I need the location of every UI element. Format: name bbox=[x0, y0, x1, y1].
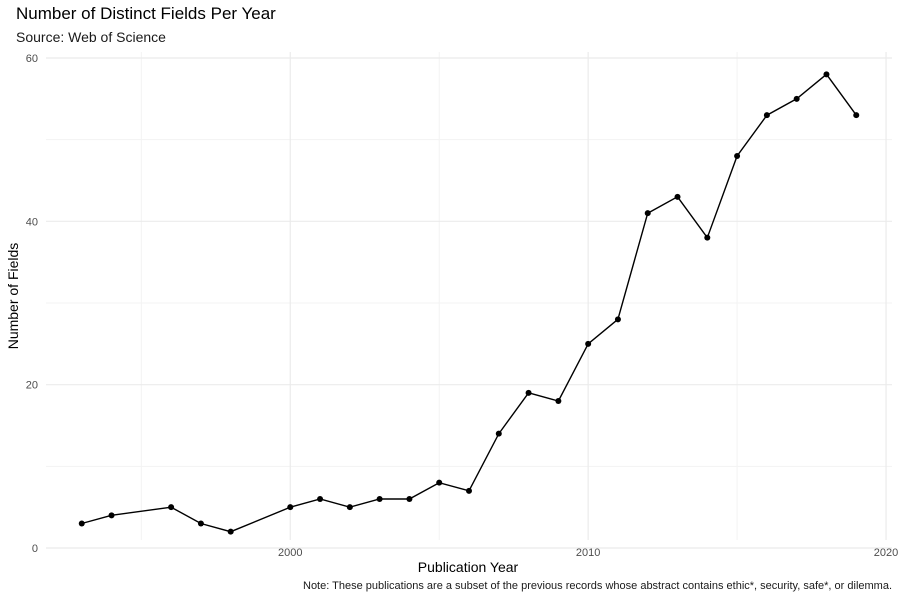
data-point bbox=[763, 112, 770, 119]
x-tick-label: 2020 bbox=[874, 547, 898, 559]
data-point bbox=[287, 504, 294, 511]
data-point bbox=[614, 316, 621, 323]
y-tick-label: 60 bbox=[26, 53, 38, 65]
y-tick-label: 0 bbox=[32, 543, 38, 555]
data-point bbox=[317, 496, 324, 502]
data-point bbox=[376, 496, 383, 502]
data-point bbox=[674, 193, 681, 200]
y-axis-title: Number of Fields bbox=[5, 243, 21, 350]
y-tick-label: 40 bbox=[26, 216, 38, 228]
x-axis-title: Publication Year bbox=[418, 559, 519, 575]
x-axis-ticks: 2000 2010 2020 bbox=[278, 547, 898, 559]
data-point bbox=[704, 234, 711, 241]
data-point bbox=[585, 340, 592, 347]
data-point bbox=[466, 487, 472, 494]
x-tick-label: 2000 bbox=[278, 547, 302, 559]
data-point bbox=[197, 520, 204, 527]
chart-caption: Note: These publications are a subset of… bbox=[303, 580, 892, 592]
grid bbox=[46, 52, 892, 549]
data-point bbox=[406, 496, 413, 502]
data-point bbox=[793, 95, 800, 102]
x-tick-label: 2010 bbox=[576, 547, 600, 559]
y-axis-ticks: 0 20 40 60 bbox=[26, 53, 38, 555]
data-point bbox=[78, 520, 85, 527]
data-point bbox=[734, 153, 741, 159]
data-point bbox=[227, 528, 234, 535]
data-point bbox=[853, 112, 860, 119]
data-points bbox=[78, 71, 860, 535]
data-point bbox=[108, 512, 115, 519]
chart-title: Number of Distinct Fields Per Year bbox=[16, 4, 276, 23]
data-point bbox=[436, 479, 443, 486]
data-point bbox=[644, 210, 651, 217]
chart-subtitle: Source: Web of Science bbox=[16, 29, 166, 45]
data-point bbox=[823, 71, 830, 78]
data-point bbox=[168, 504, 175, 511]
data-point bbox=[555, 398, 562, 404]
data-point bbox=[525, 389, 532, 396]
data-point bbox=[495, 430, 502, 437]
data-point bbox=[346, 504, 353, 511]
y-tick-label: 20 bbox=[26, 380, 38, 392]
